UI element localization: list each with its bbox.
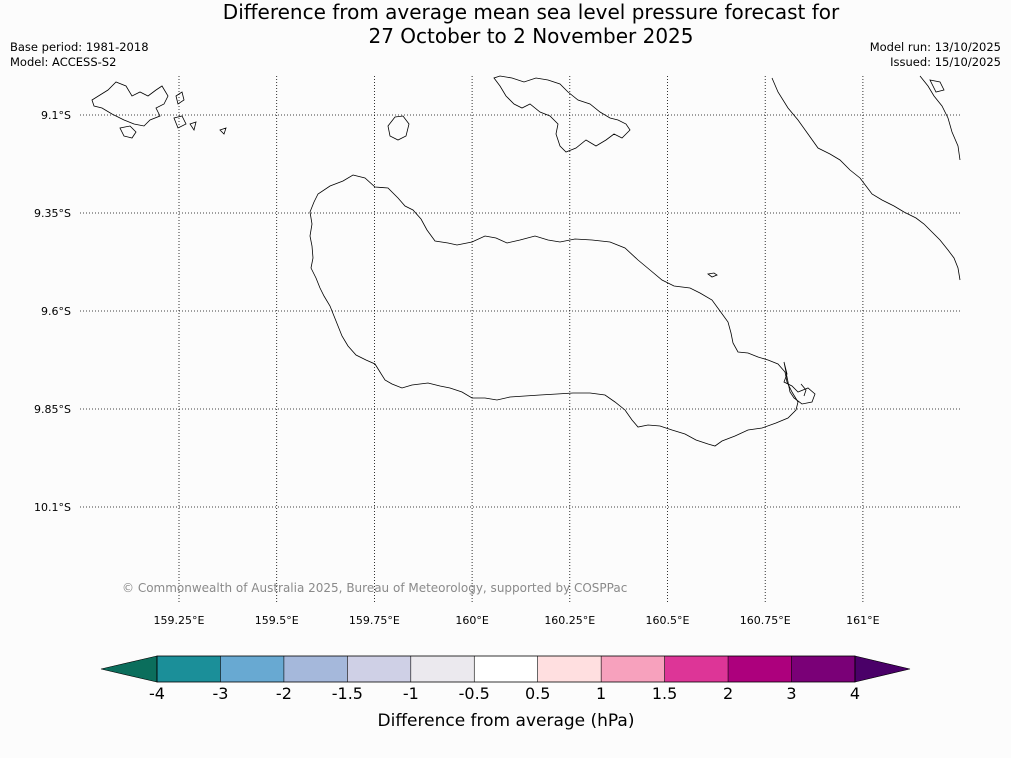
colorbar-segment (410, 656, 475, 682)
latitude-label: 9.85°S (34, 403, 71, 416)
colorbar-segment (157, 656, 221, 682)
longitude-label: 160.5°E (646, 614, 690, 627)
coastlines (91, 75, 961, 447)
latitude-label: 10.1°S (34, 501, 71, 514)
colorbar (100, 655, 911, 683)
issued-text: Issued: 15/10/2025 (890, 55, 1001, 69)
model-run-text: Model run: 13/10/2025 (869, 40, 1001, 54)
base-period-text: Base period: 1981-2018 (10, 40, 149, 54)
colorbar-tick-label: 1 (596, 684, 606, 703)
colorbar-tick-label: -4 (149, 684, 165, 703)
latitude-label: 9.35°S (34, 207, 71, 220)
latitude-label: 9.6°S (41, 305, 71, 318)
nggela-islands-outline (493, 75, 631, 153)
colorbar-segment (283, 656, 348, 682)
longitude-label: 160°E (455, 614, 488, 627)
colorbar-segment (664, 656, 729, 682)
colorbar-tick-label: 0.5 (525, 684, 550, 703)
longitude-label: 159.75°E (349, 614, 400, 627)
colorbar-tick-label: 4 (850, 684, 860, 703)
malaita-coast-outline (771, 75, 961, 281)
colorbar-segment (601, 656, 665, 682)
colorbar-tick-label: 2 (723, 684, 733, 703)
colorbar-tick-label: 3 (786, 684, 796, 703)
latitude-labels: 9.1°S 9.35°S 9.6°S 9.85°S 10.1°S (34, 109, 71, 514)
latitude-label: 9.1°S (41, 109, 71, 122)
colorbar-segment (537, 656, 602, 682)
longitude-label: 159.5°E (255, 614, 299, 627)
colorbar-segment (474, 656, 538, 682)
model-text: Model: ACCESS-S2 (10, 55, 117, 69)
colorbar-segment (220, 656, 284, 682)
islet-outline (707, 272, 718, 278)
title-line-2: 27 October to 2 November 2025 (368, 24, 694, 48)
colorbar-segment (728, 656, 792, 682)
colorbar-tick-label: -2 (276, 684, 292, 703)
guadalcanal-island-outline (309, 174, 799, 447)
colorbar-extend-low (100, 655, 158, 683)
colorbar-tick-label: -1.5 (332, 684, 363, 703)
meta-right: Model run: 13/10/2025 Issued: 15/10/2025 (870, 40, 1001, 70)
colorbar-tick-labels: -4 -3 -2 -1.5 -1 -0.5 0.5 1 1.5 2 3 4 (149, 684, 860, 703)
longitude-label: 161°E (846, 614, 879, 627)
colorbar-title: Difference from average (hPa) (378, 711, 635, 731)
colorbar-segment (791, 656, 855, 682)
chart-title: Difference from average mean sea level p… (0, 0, 1011, 48)
colorbar-tick-label: -3 (212, 684, 228, 703)
longitude-label: 160.75°E (740, 614, 791, 627)
copyright-text: © Commonwealth of Australia 2025, Bureau… (122, 581, 627, 595)
colorbar-tick-label: -1 (403, 684, 419, 703)
colorbar-extend-high (854, 655, 911, 683)
savo-island-outline (387, 115, 410, 141)
nw-islands-outline (91, 81, 227, 139)
meta-left: Base period: 1981-2018 Model: ACCESS-S2 (10, 40, 149, 70)
longitude-label: 159.25°E (154, 614, 205, 627)
east-tip-islands-outline (783, 361, 816, 405)
gridlines (80, 76, 960, 604)
colorbar-segment (347, 656, 411, 682)
colorbar-tick-label: -0.5 (459, 684, 490, 703)
longitude-label: 160.25°E (544, 614, 595, 627)
longitude-labels: 159.25°E 159.5°E 159.75°E 160°E 160.25°E 160.… (154, 614, 880, 627)
title-line-1: Difference from average mean sea level p… (222, 0, 840, 24)
colorbar-tick-label: 1.5 (652, 684, 677, 703)
